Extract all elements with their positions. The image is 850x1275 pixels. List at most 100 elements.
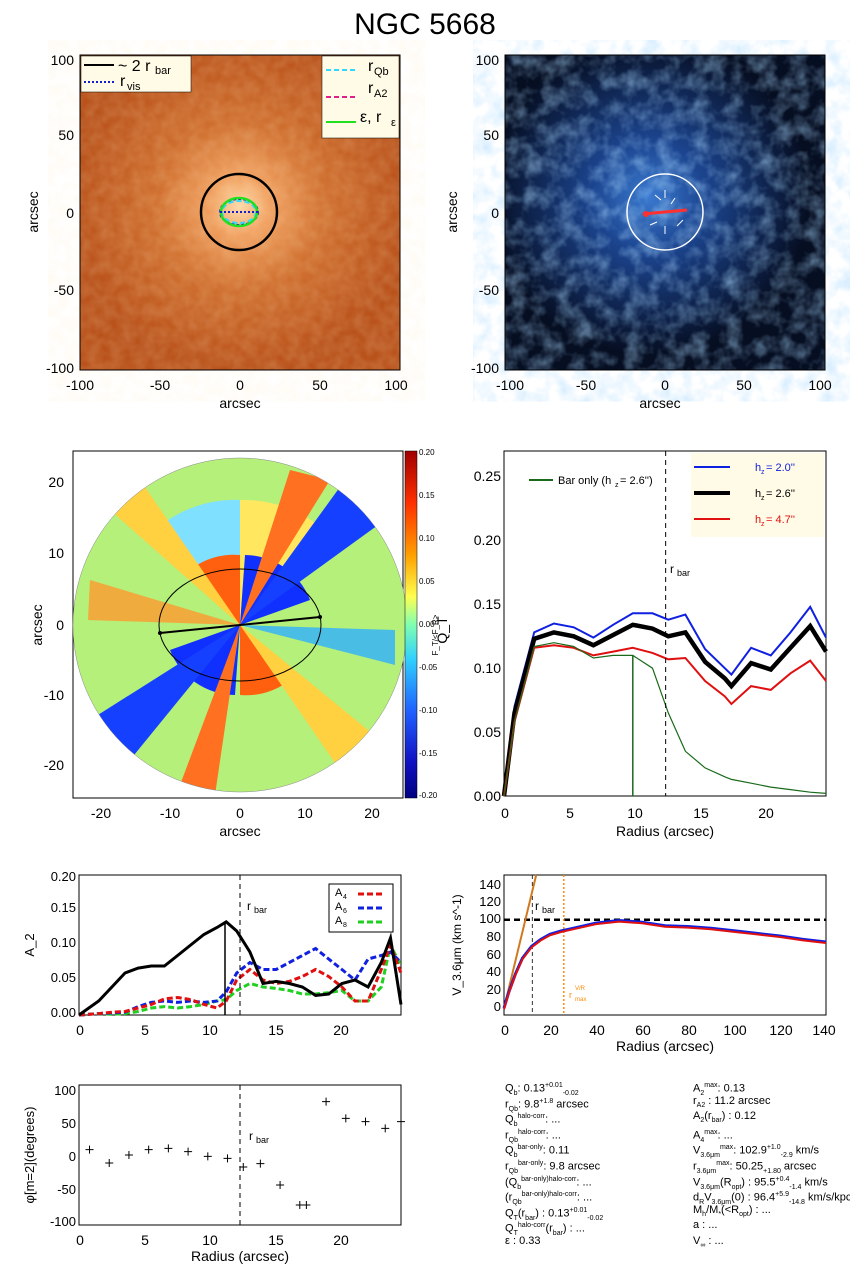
info-right-key-sub: h	[702, 1210, 707, 1218]
cbar-tick-2: 0.10	[419, 534, 435, 543]
info-right-row: a : ...	[693, 1218, 850, 1234]
info-right-rest: (0) : 96.4	[731, 1191, 776, 1204]
info-left-row: (Qbbar-only)halo-corr: ...	[505, 1172, 603, 1191]
ellipse-icon	[199, 172, 279, 252]
info-right-err-plus: +5.9	[775, 1191, 789, 1199]
legend-eps-label: ε, r	[360, 109, 382, 126]
phase-point	[203, 1152, 212, 1161]
info-left-val: : 0.11	[542, 1145, 570, 1158]
info-left-key-sup: bar-only)halo-corr	[521, 1175, 577, 1183]
qt-series-line-3	[503, 644, 827, 797]
info-left-key: (Q	[505, 1176, 518, 1189]
info-right-unit: arcsec	[780, 1160, 817, 1173]
p7-ytick-3: 50	[62, 1116, 76, 1131]
p4-bar-only-val: = 2.6'')	[620, 475, 653, 487]
p6-ytick-4: 80	[487, 929, 501, 944]
info-left-key: (r	[505, 1191, 513, 1204]
p5-xtick-2: 10	[202, 1022, 218, 1038]
p1-xtick-4: 100	[384, 377, 408, 393]
p7-xtick-3: 15	[268, 1232, 284, 1248]
p5-legend: A 4 A 6 A 8	[328, 883, 394, 933]
info-left-row: QThalo-corr(rbar) : ...	[505, 1218, 603, 1237]
info-left-key: Q	[505, 1113, 514, 1126]
panel-a2-profile: r bar A 4 A 6 A 8 0.00 0.05 0.10 0.15 0.…	[22, 870, 403, 1038]
p3-ytick-1: -10	[44, 687, 64, 703]
info-right-val: V	[704, 1191, 712, 1204]
info-left-row: Qbhalo-corr: ...	[505, 1109, 603, 1128]
p2-ytick-0: -100	[471, 360, 499, 376]
p6-ytick-5: 100	[479, 911, 501, 926]
info-right-val: : 102.9	[733, 1145, 767, 1158]
info-right-key-sup: max	[704, 1082, 718, 1089]
p4-rbar-sub: bar	[677, 568, 690, 578]
info-right-val: (R	[719, 1176, 732, 1189]
info-left-key-sup: halo-corr	[518, 1128, 546, 1136]
qt-series-line-4	[503, 642, 827, 797]
info-left-key-sub: T	[513, 1214, 518, 1222]
cbar-tick-8: -0.20	[419, 791, 438, 800]
info-left-key: r	[505, 1160, 509, 1173]
info-right-rest: (<R	[721, 1203, 740, 1216]
info-left-val: : 9.8	[518, 1098, 540, 1111]
info-right-key-sub: 3.6μm	[700, 1183, 720, 1191]
panel-force-map: 0.20 0.15 0.10 0.05 0.00 -0.05 -0.10 -0.…	[29, 448, 440, 839]
info-right-val: : ...	[717, 1129, 733, 1142]
phase-point	[144, 1145, 153, 1154]
info-right-err-plus: +0.4	[775, 1175, 790, 1183]
info-right-row: A2(rbar) : 0.12	[693, 1109, 850, 1125]
phase-point	[302, 1201, 311, 1209]
info-right-err-minus: -14.8	[789, 1199, 805, 1206]
p1-ytick-4: 100	[51, 52, 75, 68]
info-right-unit: km/s	[801, 1176, 828, 1189]
p5-xtick-4: 20	[333, 1022, 349, 1038]
info-right-row: rA2 : 11.2 arcsec	[693, 1094, 850, 1110]
p5-ytick-3: 0.15	[51, 900, 76, 915]
legend-2rbar-sub: bar	[155, 65, 171, 77]
info-right-val: (r	[704, 1110, 712, 1123]
p4-legend: h z = 2.0'' h z = 2.6'' h z = 4.7''	[691, 453, 824, 537]
info-right-key-sub: 3.6μm	[700, 1152, 720, 1160]
p7-xtick-4: 20	[333, 1232, 349, 1248]
info-right-row: V3.6μm(Ropt) : 95.5+0.4-1.4 km/s	[693, 1172, 850, 1191]
p5-xtick-0: 0	[76, 1022, 84, 1038]
p5-ytick-0: 0.00	[51, 1005, 76, 1020]
info-left-val-sub: bar	[525, 1214, 536, 1222]
p4-xtick-3: 15	[693, 805, 709, 821]
qt-series-line-2	[501, 622, 828, 797]
p3-xtick-4: 20	[364, 805, 380, 821]
info-right-val-sub: *	[718, 1210, 722, 1218]
info-left-key-sub: Qb	[508, 1136, 519, 1144]
p7-xtick-2: 10	[202, 1232, 218, 1248]
p6-xtick-5: 100	[723, 1022, 747, 1038]
qt-series-line-1	[503, 605, 827, 797]
info-right-val: : 0.13	[717, 1082, 746, 1095]
info-left-key: ε	[505, 1234, 510, 1247]
p4-legend-1-val: = 2.0''	[766, 462, 795, 474]
info-left-val: : ...	[576, 1191, 593, 1204]
phase-point	[341, 1114, 350, 1123]
info-left-val: : 9.8 arcsec	[543, 1160, 601, 1173]
legend-eps-sub: ε	[391, 117, 396, 129]
cbar-tick-0: 0.20	[419, 448, 435, 457]
p6-ytick-7: 140	[479, 877, 501, 892]
info-left-err-plus: +1.8	[539, 1097, 554, 1105]
info-right-err-minus: -1.4	[789, 1183, 802, 1191]
phase-point	[184, 1147, 193, 1156]
info-left-key-sub: b	[517, 1183, 522, 1191]
info-right-key-sup: max	[704, 1128, 718, 1136]
p6-ytick-2: 40	[487, 964, 501, 979]
info-right-key: M	[693, 1203, 703, 1216]
legend-left: ~ 2 r bar r vis	[80, 55, 192, 93]
info-left-key-sup: bar-only	[517, 1144, 543, 1152]
p6-xtick-4: 80	[681, 1022, 697, 1038]
p5-ylabel: A_2	[22, 933, 37, 956]
p6-rmax-sub: max	[575, 997, 586, 1003]
info-left-key: r	[505, 1098, 509, 1111]
info-right-val-sub: opt	[731, 1183, 742, 1191]
info-right-key-sup: max	[716, 1159, 730, 1167]
p6-xtick-3: 60	[635, 1022, 651, 1038]
info-left-key-sub: Qb	[508, 1167, 519, 1175]
info-right-val-sub: 3.6μm	[711, 1199, 732, 1206]
phase-point	[85, 1145, 94, 1154]
cbar-tick-7: -0.15	[419, 749, 438, 758]
